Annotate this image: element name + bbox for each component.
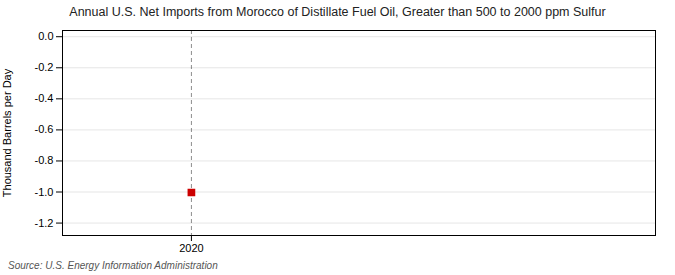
svg-text:Thousand Barrels per Day: Thousand Barrels per Day: [1, 68, 13, 197]
svg-text:-1.2: -1.2: [35, 217, 54, 229]
html-text:Source: U.S. Energy Informatio: Source: U.S. Energy Information Administ…: [8, 260, 218, 271]
svg-text:-0.8: -0.8: [35, 154, 54, 166]
svg-text:-1.0: -1.0: [35, 186, 54, 198]
svg-text:-0.2: -0.2: [35, 61, 54, 73]
html-text:Annual U.S. Net Imports from M: Annual U.S. Net Imports from Morocco of …: [69, 5, 606, 19]
svg-text:0.0: 0.0: [38, 30, 53, 42]
svg-text:2020: 2020: [179, 242, 203, 254]
svg-text:-0.4: -0.4: [35, 92, 54, 104]
svg-text:-0.6: -0.6: [35, 123, 54, 135]
